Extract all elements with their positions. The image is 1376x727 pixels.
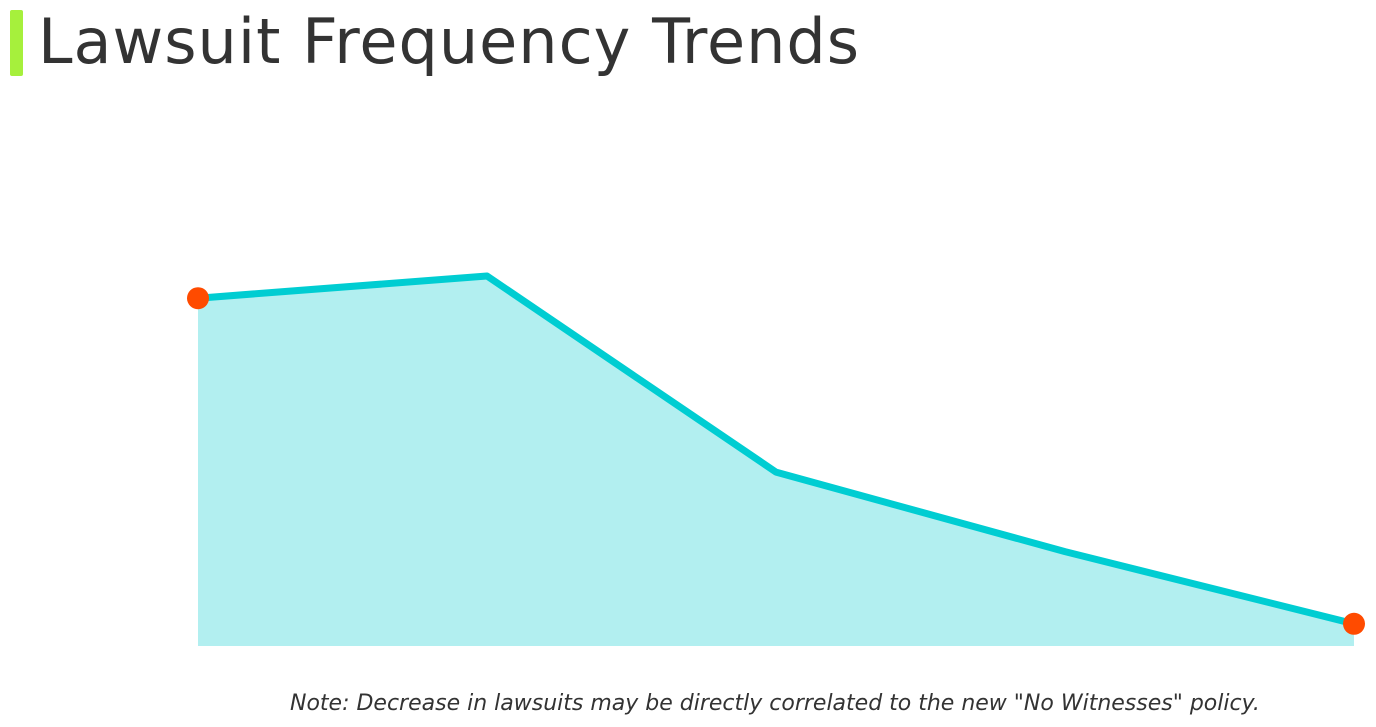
end-point-marker [1343, 612, 1365, 635]
page-title: Lawsuit Frequency Trends [38, 5, 861, 78]
start-point-marker [187, 287, 209, 310]
chart-plot-area [187, 272, 1365, 646]
area-fill [198, 276, 1354, 646]
series-line [194, 272, 1358, 628]
chart-note: Note: Decrease in lawsuits may be direct… [290, 691, 1260, 716]
title-accent-bar [10, 10, 23, 76]
